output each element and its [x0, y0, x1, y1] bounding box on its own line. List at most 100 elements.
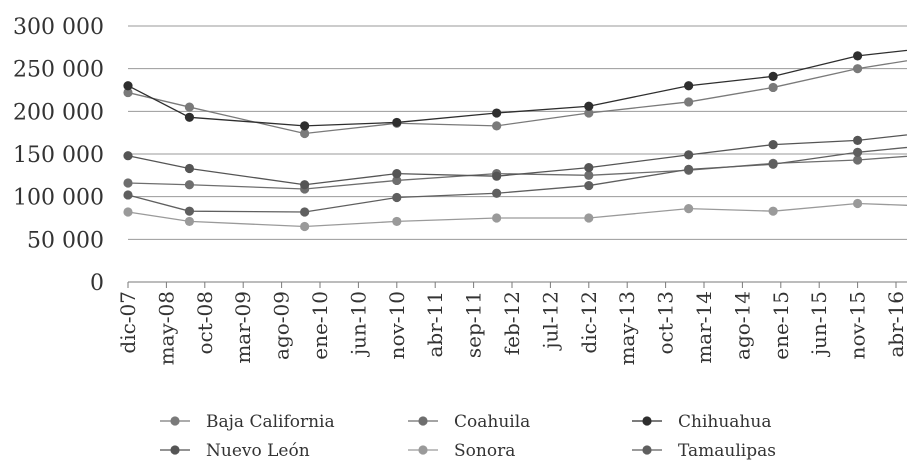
x-tick-label: mar-09 — [231, 291, 255, 364]
x-tick-label: jun-15 — [807, 291, 831, 357]
legend-item: Nuevo León — [160, 441, 310, 461]
x-tick-label: jul-12 — [538, 291, 562, 351]
data-point — [392, 216, 402, 227]
data-point — [300, 121, 310, 131]
data-point — [492, 213, 502, 223]
y-tick-label: 150 000 — [13, 143, 104, 168]
data-point — [300, 221, 310, 232]
legend-marker — [170, 445, 180, 455]
x-tick-label: sep-11 — [462, 291, 486, 358]
data-point — [584, 213, 594, 223]
series-line — [127, 49, 907, 127]
y-tick-label: 0 — [90, 271, 104, 296]
x-tick-label: oct-13 — [654, 291, 678, 355]
data-point — [853, 155, 863, 165]
data-point — [300, 180, 310, 190]
legend-item: Tamaulipas — [632, 441, 776, 461]
data-point — [492, 121, 502, 131]
data-point — [768, 82, 778, 93]
data-point — [768, 159, 778, 169]
data-point — [392, 169, 402, 179]
legend-marker — [642, 445, 652, 455]
x-tick-label: ago-14 — [730, 291, 754, 360]
data-point — [768, 206, 778, 216]
x-axis: dic-07 may-08 oct-08 mar-09 ago-09 ene-10 jun-… — [116, 281, 907, 365]
x-tick-label: abr-11 — [423, 291, 447, 358]
x-tick-label: ene-10 — [308, 291, 332, 360]
legend-marker — [418, 416, 428, 426]
data-point — [123, 190, 133, 200]
data-point — [684, 97, 694, 107]
x-tick-label: oct-08 — [193, 291, 217, 355]
data-point — [853, 135, 863, 145]
gridlines — [128, 25, 907, 283]
data-point — [853, 198, 863, 209]
series-coahuila — [123, 155, 907, 194]
data-point — [300, 207, 310, 217]
x-tick-label: feb-12 — [500, 291, 524, 355]
data-point — [584, 163, 594, 173]
data-point — [300, 128, 310, 139]
data-point — [584, 180, 594, 191]
data-point — [768, 71, 778, 81]
data-point — [123, 151, 133, 161]
x-tick-label: jun-10 — [346, 291, 370, 357]
plot-area — [123, 49, 907, 232]
x-tick-label: abr-16 — [884, 291, 907, 358]
data-point — [853, 147, 863, 157]
series-nuevo-le-n — [123, 134, 907, 190]
x-tick-label: mar-14 — [692, 291, 716, 364]
legend-marker — [170, 416, 180, 426]
data-point — [392, 192, 402, 203]
legend-label: Coahuila — [454, 412, 530, 432]
legend-item: Sonora — [408, 441, 515, 461]
data-point — [184, 163, 195, 174]
data-point — [123, 207, 133, 217]
y-tick-label: 300 000 — [13, 15, 104, 40]
legend-marker — [642, 416, 652, 426]
data-point — [123, 178, 133, 188]
data-point — [184, 216, 195, 227]
legend-label: Tamaulipas — [678, 441, 776, 461]
data-point — [492, 188, 502, 198]
data-point — [184, 112, 195, 122]
series-tamaulipas — [123, 146, 907, 217]
data-point — [392, 175, 402, 186]
series-line — [127, 146, 907, 213]
x-tick-label: may-13 — [615, 291, 639, 365]
data-point — [853, 51, 863, 61]
data-point — [184, 180, 195, 190]
series-line — [127, 60, 907, 135]
series-chihuahua — [123, 49, 907, 131]
data-point — [123, 87, 133, 98]
legend-label: Baja California — [206, 412, 335, 432]
data-point — [684, 81, 694, 91]
x-tick-label: nov-15 — [846, 291, 870, 359]
series-baja-california — [123, 60, 907, 139]
legend-item: Baja California — [160, 412, 335, 432]
data-point — [492, 171, 502, 181]
y-tick-label: 50 000 — [27, 228, 104, 253]
data-point — [684, 204, 694, 214]
data-point — [584, 170, 594, 180]
legend-item: Coahuila — [408, 412, 530, 432]
data-point — [853, 64, 863, 74]
x-tick-label: dic-07 — [116, 291, 140, 354]
legend-label: Sonora — [454, 441, 515, 461]
y-tick-label: 100 000 — [13, 186, 104, 211]
x-tick-label: nov-10 — [385, 291, 409, 359]
data-point — [492, 108, 502, 118]
y-tick-label: 250 000 — [13, 58, 104, 83]
data-point — [123, 81, 133, 91]
data-point — [184, 102, 195, 112]
data-point — [684, 150, 694, 160]
series-line — [127, 202, 907, 228]
data-point — [184, 206, 195, 216]
legend-item: Chihuahua — [632, 412, 771, 432]
data-point — [684, 164, 694, 174]
legend-marker — [418, 445, 428, 455]
x-tick-label: ene-15 — [769, 291, 793, 360]
x-tick-label: dic-12 — [577, 291, 601, 354]
data-point — [584, 108, 594, 118]
